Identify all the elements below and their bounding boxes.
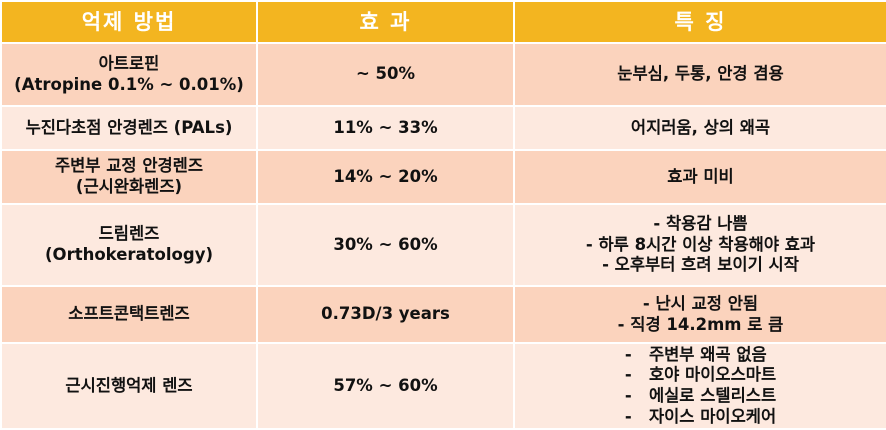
effect-cell: 11% ~ 33% bbox=[256, 105, 515, 151]
method-name: 소프트콘택트렌즈 bbox=[68, 304, 190, 324]
feature-item: - 에실로 스텔리스트 bbox=[624, 386, 777, 405]
effect-cell: 14% ~ 20% bbox=[256, 149, 515, 205]
header-row: 억제 방법 효 과 특 징 bbox=[0, 0, 886, 44]
features-cell: - 난시 교정 안됨 - 직경 14.2mm 로 큼 bbox=[513, 285, 886, 344]
feature-item: - 하루 8시간 이상 착용해야 효과 bbox=[585, 234, 816, 254]
method-name: 아트로핀 bbox=[98, 53, 160, 73]
feature-item: - 직경 14.2mm 로 큼 bbox=[617, 314, 784, 334]
features-cell: - 착용감 나쁨 - 하루 8시간 이상 착용해야 효과 - 오후부터 흐려 보… bbox=[513, 203, 886, 287]
method-subname: (Atropine 0.1% ~ 0.01%) bbox=[14, 74, 244, 94]
method-cell: 아트로핀 (Atropine 0.1% ~ 0.01%) bbox=[0, 42, 258, 107]
feature-item: - 주변부 왜곡 없음 bbox=[624, 344, 767, 364]
feature-item: 어지러움, 상의 왜곡 bbox=[630, 117, 771, 137]
method-name: 근시진행억제 렌즈 bbox=[65, 375, 193, 395]
method-name: 주변부 교정 안경렌즈 bbox=[54, 156, 204, 176]
table-row: 누진다초점 안경렌즈 (PALs) 11% ~ 33% 어지러움, 상의 왜곡 bbox=[0, 105, 886, 151]
method-name: 누진다초점 안경렌즈 (PALs) bbox=[25, 117, 233, 137]
method-name: 드림렌즈 bbox=[98, 224, 160, 244]
effect-cell: 0.73D/3 years bbox=[256, 285, 515, 344]
effect-cell: 57% ~ 60% bbox=[256, 342, 515, 430]
feature-item: - 난시 교정 안됨 bbox=[642, 293, 759, 313]
table-row: 드림렌즈 (Orthokeratology) 30% ~ 60% - 착용감 나… bbox=[0, 203, 886, 287]
header-effect: 효 과 bbox=[256, 0, 515, 44]
features-cell: - 주변부 왜곡 없음 - 호야 마이오스마트 - 에실로 스텔리스트 - 자이… bbox=[513, 342, 886, 430]
method-cell: 누진다초점 안경렌즈 (PALs) bbox=[0, 105, 258, 151]
method-cell: 드림렌즈 (Orthokeratology) bbox=[0, 203, 258, 287]
feature-item: - 오후부터 흐려 보이기 시작 bbox=[602, 255, 799, 275]
table-row: 소프트콘택트렌즈 0.73D/3 years - 난시 교정 안됨 - 직경 1… bbox=[0, 285, 886, 344]
effect-cell: ~ 50% bbox=[256, 42, 515, 107]
features-cell: 눈부심, 두통, 안경 겸용 bbox=[513, 42, 886, 107]
method-cell: 주변부 교정 안경렌즈 (근시완화렌즈) bbox=[0, 149, 258, 205]
feature-item: - 호야 마이오스마트 bbox=[624, 365, 777, 385]
effect-cell: 30% ~ 60% bbox=[256, 203, 515, 287]
feature-item: - 착용감 나쁨 bbox=[653, 214, 748, 234]
method-cell: 근시진행억제 렌즈 bbox=[0, 342, 258, 430]
table-row: 근시진행억제 렌즈 57% ~ 60% - 주변부 왜곡 없음 - 호야 마이오… bbox=[0, 342, 886, 430]
table-row: 아트로핀 (Atropine 0.1% ~ 0.01%) ~ 50% 눈부심, … bbox=[0, 42, 886, 107]
header-method: 억제 방법 bbox=[0, 0, 258, 44]
table-row: 주변부 교정 안경렌즈 (근시완화렌즈) 14% ~ 20% 효과 미비 bbox=[0, 149, 886, 205]
method-subname: (Orthokeratology) bbox=[45, 245, 213, 264]
feature-item: - 자이스 마이오케어 bbox=[624, 406, 777, 426]
method-subname: (근시완화렌즈) bbox=[75, 177, 183, 196]
feature-item: 효과 미비 bbox=[667, 166, 734, 186]
features-cell: 효과 미비 bbox=[513, 149, 886, 205]
feature-item: 눈부심, 두통, 안경 겸용 bbox=[617, 64, 784, 84]
method-cell: 소프트콘택트렌즈 bbox=[0, 285, 258, 344]
header-features: 특 징 bbox=[513, 0, 886, 44]
features-cell: 어지러움, 상의 왜곡 bbox=[513, 105, 886, 151]
feature-list: - 주변부 왜곡 없음 - 호야 마이오스마트 - 에실로 스텔리스트 - 자이… bbox=[625, 345, 776, 428]
